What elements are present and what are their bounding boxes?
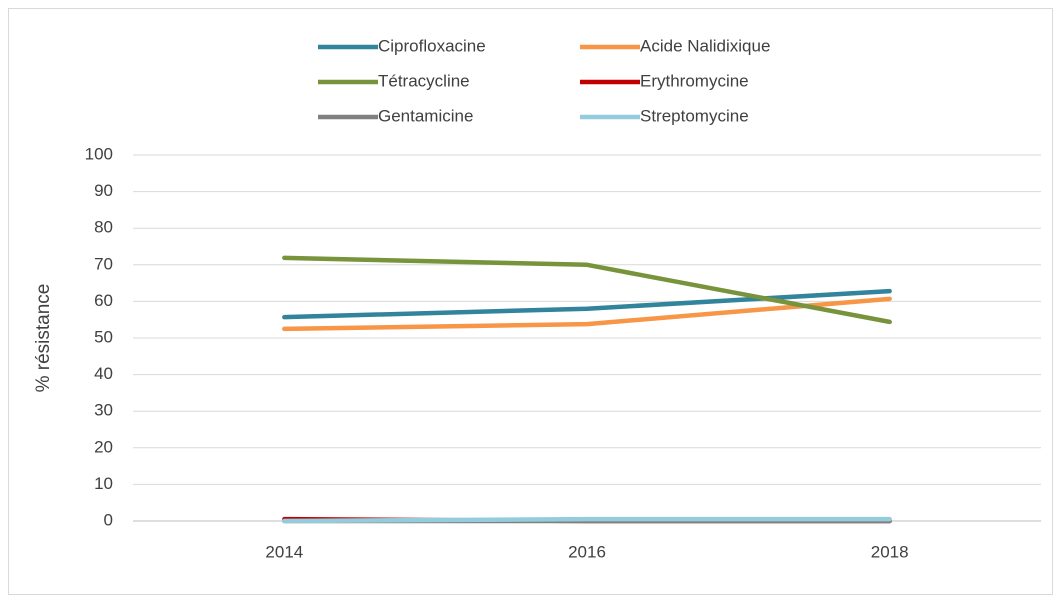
y-tick-label: 40 (94, 364, 113, 383)
y-tick-label: 20 (94, 437, 113, 456)
series-line (282, 255, 892, 325)
series-line (282, 288, 892, 320)
x-tick-label: 2018 (871, 542, 909, 561)
y-axis-label: % résistance (33, 284, 54, 393)
y-tick-label: 50 (94, 327, 113, 346)
y-tick-label: 10 (94, 474, 113, 493)
y-tick-label: 90 (94, 181, 113, 200)
legend-label: Erythromycine (640, 71, 749, 90)
y-tick-label: 60 (94, 291, 113, 310)
series-line (282, 296, 892, 332)
y-tick-label: 70 (94, 254, 113, 273)
legend-label: Streptomycine (640, 106, 749, 125)
x-tick-label: 2016 (568, 542, 606, 561)
legend-label: Ciprofloxacine (378, 36, 486, 55)
legend-label: Tétracycline (378, 71, 470, 90)
legend-label: Acide Nalidixique (640, 36, 770, 55)
y-tick-label: 80 (94, 218, 113, 237)
y-tick-label: 0 (104, 510, 113, 529)
series-line (282, 516, 892, 524)
y-tick-label: 30 (94, 401, 113, 420)
y-tick-label: 100 (85, 144, 113, 163)
legend-label: Gentamicine (378, 106, 473, 125)
x-tick-label: 2014 (265, 542, 303, 561)
